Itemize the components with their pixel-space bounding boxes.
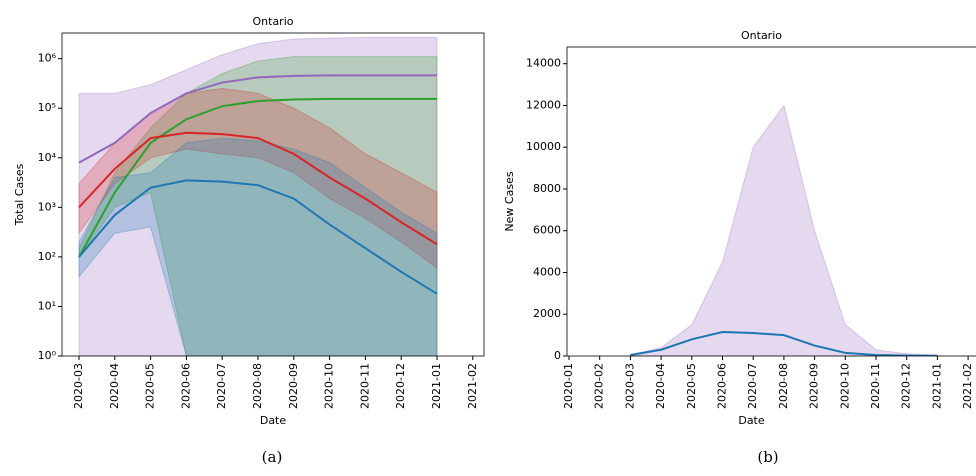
y-tick-label: 4000 [533,265,561,278]
y-tick-label: 10⁰ [38,349,57,362]
x-tick-label: 2020-04 [108,363,121,409]
series-line [78,74,437,164]
x-tick-label: 2020-04 [654,363,667,409]
y-tick-label: 10³ [38,200,56,213]
axes-frame [61,32,485,357]
x-axis-label: Date [738,414,765,427]
y-tick-label: 10¹ [38,299,56,312]
y-axis-label: New Cases [503,171,516,231]
x-tick-label: 2020-07 [746,363,759,409]
x-tick-label: 2020-12 [900,363,913,409]
x-tick-label: 2020-01 [562,363,575,409]
x-tick-label: 2020-03 [623,363,636,409]
series-line [78,131,438,246]
plot-area [629,104,938,356]
series-line [78,179,438,295]
confidence-band [78,36,438,356]
x-tick-label: 2020-10 [323,363,336,409]
x-tick-label: 2020-08 [777,363,790,409]
x-tick-label: 2021-02 [961,363,974,409]
y-tick-label: 8000 [533,182,561,195]
x-tick-label: 2020-09 [287,363,300,409]
y-axis-label: Total Cases [13,163,26,226]
y-tick-label: 10⁴ [38,151,57,164]
chart-title: Ontario [253,15,294,28]
y-tick-label: 2000 [533,307,561,320]
x-tick-label: 2020-05 [144,363,157,409]
y-tick-label: 10000 [526,140,561,153]
x-tick-label: 2020-11 [358,363,371,409]
confidence-band [629,104,938,356]
y-tick-label: 10⁶ [38,52,57,65]
x-tick-label: 2020-08 [251,363,264,409]
confidence-band [78,88,438,269]
confidence-band [78,137,438,356]
x-tick-label: 2020-05 [685,363,698,409]
y-tick-label: 12000 [526,98,561,111]
series-line [78,97,437,258]
x-tick-label: 2020-07 [215,363,228,409]
chart-title: Ontario [741,29,782,42]
axes-frame [566,46,976,357]
x-tick-label: 2020-10 [838,363,851,409]
x-tick-label: 2021-02 [466,363,479,409]
caption: (b) [757,448,778,466]
y-tick-label: 10² [38,250,56,263]
x-tick-label: 2020-06 [179,363,192,409]
y-tick-label: 0 [554,349,561,362]
caption: (a) [262,448,283,466]
x-tick-label: 2021-01 [930,363,943,409]
y-tick-label: 14000 [526,57,561,70]
x-tick-label: 2020-12 [394,363,407,409]
x-tick-label: 2020-11 [869,363,882,409]
y-tick-label: 6000 [533,224,561,237]
y-tick-label: 10⁵ [38,101,56,114]
x-tick-label: 2020-09 [808,363,821,409]
x-axis-label: Date [260,414,287,427]
x-tick-label: 2020-02 [593,363,606,409]
plot-area [78,36,438,356]
x-tick-label: 2020-03 [72,363,85,409]
x-tick-label: 2020-06 [716,363,729,409]
x-tick-label: 2021-01 [430,363,443,409]
series-line [630,330,938,356]
